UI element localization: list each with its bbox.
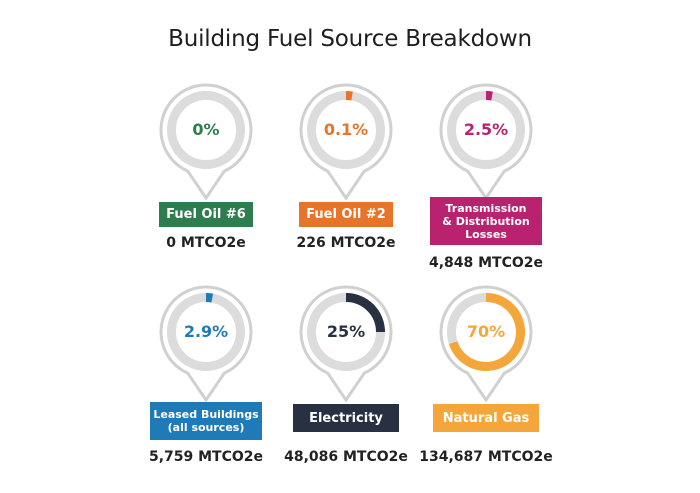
category-label-fuel-oil-6: Fuel Oil #6	[159, 202, 253, 227]
donut-card-electricity: 25% Electricity 48,086 MTCO2e	[266, 282, 426, 482]
donut-arc-fuel-oil-2	[345, 90, 353, 101]
category-label-line: Leased Buildings	[153, 408, 259, 421]
donut-card-fuel-oil-6: 0% Fuel Oil #6 0 MTCO2e	[126, 80, 286, 280]
donut-chart-leased-buildings-all-sources	[159, 285, 253, 403]
pin-marker	[159, 83, 253, 201]
emissions-value: 134,687 MTCO2e	[419, 449, 553, 465]
category-label-transmission-distribution-losses: Transmission & Distribution Losses	[430, 197, 542, 245]
emissions-value: 226 MTCO2e	[296, 235, 396, 251]
category-label-natural-gas: Natural Gas	[433, 404, 539, 432]
percent-label: 25%	[326, 322, 366, 341]
donut-arc-natural-gas	[448, 293, 525, 371]
donut-chart-electricity	[299, 285, 393, 403]
donut-chart-fuel-oil-2	[299, 83, 393, 201]
pin-marker	[439, 285, 533, 403]
category-label-line: (all sources)	[167, 421, 245, 434]
emissions-value: 48,086 MTCO2e	[284, 449, 408, 465]
percent-label: 0%	[192, 120, 220, 139]
donut-card-leased-buildings-all-sources: 2.9% Leased Buildings (all sources) 5,759 M…	[126, 282, 286, 482]
donut-chart-transmission-distribution-losses	[439, 83, 533, 201]
pin-marker	[299, 83, 393, 201]
emissions-value: 5,759 MTCO2e	[148, 449, 264, 465]
donut-card-fuel-oil-2: 0.1% Fuel Oil #2 226 MTCO2e	[266, 80, 426, 280]
category-label-leased-buildings-all-sources: Leased Buildings (all sources)	[150, 402, 262, 440]
percent-label: 2.5%	[463, 120, 509, 139]
category-label-electricity: Electricity	[293, 404, 399, 432]
donut-arc-electricity	[345, 293, 385, 333]
percent-label: 0.1%	[323, 120, 369, 139]
donut-track	[167, 91, 245, 169]
emissions-value: 0 MTCO2e	[166, 235, 246, 251]
donut-card-natural-gas: 70% Natural Gas 134,687 MTCO2e	[406, 282, 566, 482]
donut-chart-natural-gas	[439, 285, 533, 403]
category-label-line: Transmission	[445, 201, 527, 215]
pin-marker	[439, 83, 533, 201]
pin-marker	[159, 285, 253, 403]
chart-title: Building Fuel Source Breakdown	[168, 26, 532, 52]
donut-chart-fuel-oil-6	[159, 83, 253, 201]
category-label-fuel-oil-2: Fuel Oil #2	[299, 202, 393, 227]
percent-label: 2.9%	[183, 322, 229, 341]
percent-label: 70%	[466, 322, 506, 341]
category-label-line: & Distribution	[442, 214, 530, 228]
category-label-line: Losses	[465, 227, 507, 241]
donut-arc-leased-buildings-all-sources	[205, 292, 214, 303]
donut-card-transmission-distribution-losses: 2.5% Transmission & Distribution Losses 4,84…	[406, 80, 566, 280]
donut-arc-transmission-distribution-losses	[485, 90, 493, 101]
emissions-value: 4,848 MTCO2e	[428, 255, 544, 271]
pin-marker	[299, 285, 393, 403]
